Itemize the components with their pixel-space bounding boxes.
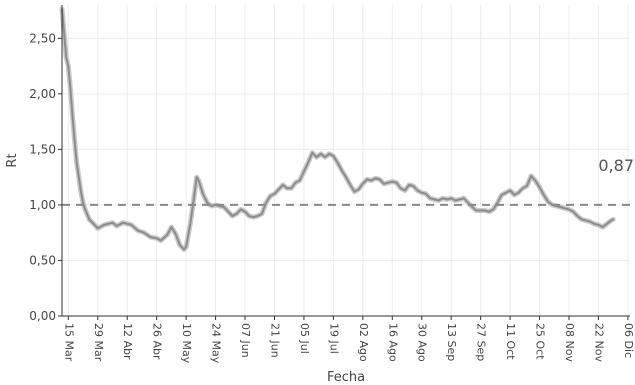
x-tick-label-19: 06 Dic xyxy=(622,323,635,358)
x-tick-label-13: 13 Sep xyxy=(445,323,458,361)
y-tick-label-3: 1,50 xyxy=(29,142,56,156)
x-tick-label-17: 08 Nov xyxy=(563,323,576,362)
x-tick-label-14: 27 Sep xyxy=(475,323,488,361)
y-tick-label-2: 1,00 xyxy=(29,198,56,212)
x-tick-label-1: 29 Mar xyxy=(92,323,105,362)
x-tick-label-3: 26 Abr xyxy=(151,323,164,360)
x-tick-label-2: 12 Abr xyxy=(121,323,134,360)
series-line-layer xyxy=(61,8,615,251)
y-axis-title: Rt xyxy=(5,153,20,167)
x-tick-label-18: 22 Nov xyxy=(592,323,605,362)
rt-series-line xyxy=(61,8,615,251)
grid-layer xyxy=(62,5,630,317)
x-tick-label-7: 21 Jun xyxy=(268,323,281,358)
last-value-label: 0,87 xyxy=(598,156,634,175)
x-tick-label-12: 30 Ago xyxy=(416,323,429,362)
y-tick-label-1: 0,50 xyxy=(29,253,56,267)
x-axis-title: Fecha xyxy=(327,370,365,385)
confidence-band-layer xyxy=(59,6,616,252)
x-tick-label-11: 16 Ago xyxy=(386,323,399,362)
x-tick-label-6: 07 Jun xyxy=(239,323,252,358)
confidence-band xyxy=(59,6,616,252)
y-tick-labels: 0,00 0,50 1,00 1,50 2,00 2,50 xyxy=(29,31,62,323)
x-tick-label-16: 25 Oct xyxy=(534,323,547,360)
x-tick-label-10: 02 Ago xyxy=(357,323,370,362)
x-tick-label-15: 11 Oct xyxy=(504,323,517,360)
x-tick-label-4: 10 May xyxy=(180,323,193,364)
x-tick-label-5: 24 May xyxy=(210,323,223,364)
x-tick-label-9: 19 Jul xyxy=(327,323,340,354)
x-tick-label-8: 05 Jul xyxy=(298,323,311,354)
y-tick-label-4: 2,00 xyxy=(29,87,56,101)
y-tick-label-0: 0,00 xyxy=(29,309,56,323)
x-tick-label-0: 15 Mar xyxy=(62,323,75,362)
axis-layer xyxy=(61,5,630,317)
x-tick-labels: 15 Mar 29 Mar 12 Abr 26 Abr 10 May 24 May 07 J… xyxy=(62,316,635,364)
y-tick-label-5: 2,50 xyxy=(29,31,56,45)
